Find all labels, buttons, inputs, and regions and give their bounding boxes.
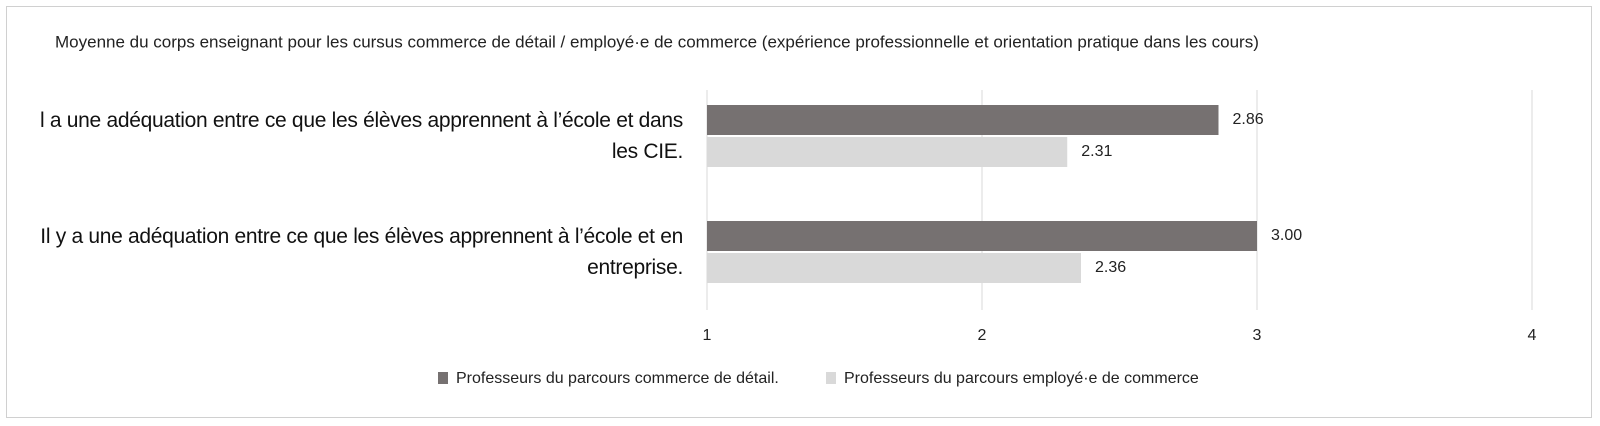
x-tick-label: 1 xyxy=(703,327,712,344)
bar xyxy=(707,253,1081,283)
category-label: Il y a une adéquation entre ce que les é… xyxy=(40,225,683,279)
legend-label: Professeurs du parcours commerce de déta… xyxy=(456,370,779,387)
category-label: l a une adéquation entre ce que les élèv… xyxy=(39,109,683,163)
value-label: 2.36 xyxy=(1095,259,1126,276)
x-tick-label: 2 xyxy=(978,327,987,344)
value-label: 3.00 xyxy=(1271,227,1302,244)
bar xyxy=(707,221,1257,251)
chart-title: Moyenne du corps enseignant pour les cur… xyxy=(55,32,1259,51)
legend-marker xyxy=(438,372,448,384)
bar xyxy=(707,137,1068,167)
x-tick-label: 4 xyxy=(1528,327,1537,344)
legend-label: Professeurs du parcours employé·e de com… xyxy=(844,370,1199,387)
x-tick-label: 3 xyxy=(1253,327,1262,344)
chart-frame xyxy=(6,6,1592,418)
legend-marker xyxy=(826,372,836,384)
value-label: 2.31 xyxy=(1081,143,1112,160)
value-label: 2.86 xyxy=(1233,111,1264,128)
bar xyxy=(707,105,1219,135)
